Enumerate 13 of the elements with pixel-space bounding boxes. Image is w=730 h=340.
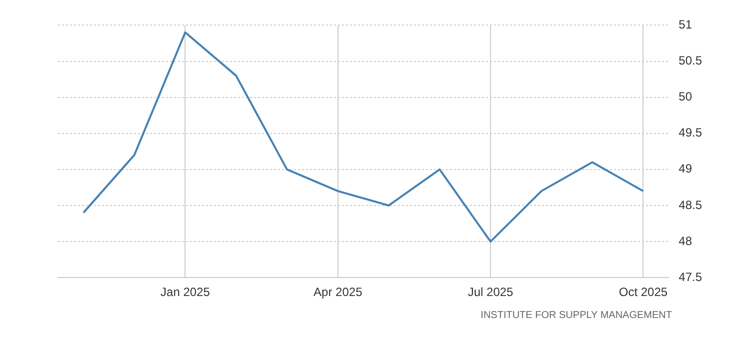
y-tick-label: 49.5: [678, 126, 702, 140]
x-tick-label: Apr 2025: [314, 285, 363, 300]
x-tick-label: Jul 2025: [468, 285, 514, 300]
x-tick-label: Oct 2025: [618, 285, 668, 300]
y-tick-label: 47.5: [678, 270, 702, 284]
y-tick-label: 48.5: [678, 198, 702, 212]
y-tick-label: 50.5: [678, 54, 702, 68]
y-tick-label: 50: [678, 90, 692, 104]
y-tick-label: 48: [678, 234, 692, 248]
y-tick-label: 49: [678, 162, 692, 176]
y-tick-label: 51: [678, 18, 692, 32]
text: INSTITUTE FOR SUPPLY MANAGEMENT: [480, 310, 673, 321]
x-tick-label: Jan 2025: [160, 285, 210, 300]
